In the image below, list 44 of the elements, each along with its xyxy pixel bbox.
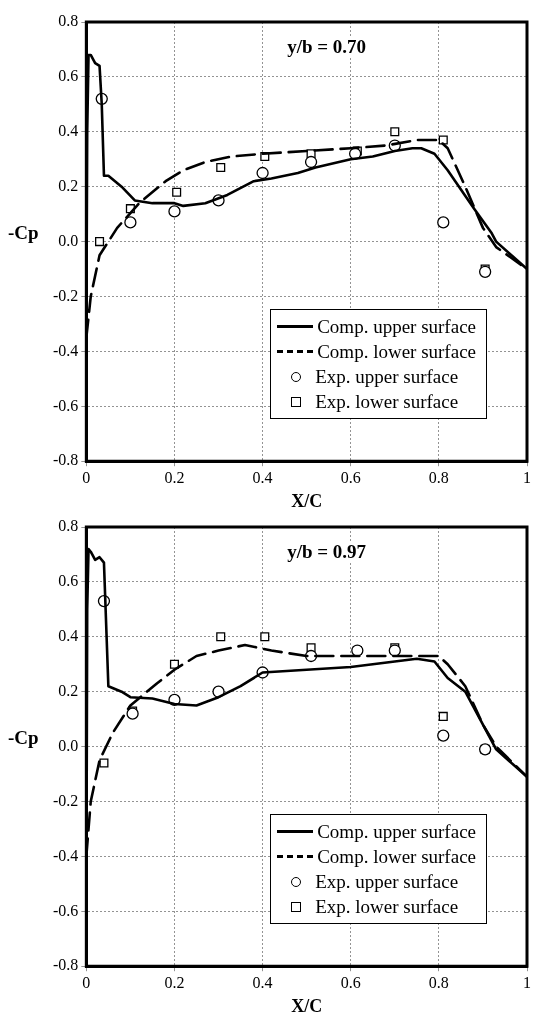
x-tick-label: 1 xyxy=(523,974,531,991)
y-axis-title: -Cp xyxy=(8,726,39,749)
y-tick-label: 0.6 xyxy=(58,67,79,85)
y-tick-label: -0.6 xyxy=(53,901,79,919)
y-tick-label: -0.8 xyxy=(53,451,79,469)
legend-label: Comp. upper surface xyxy=(317,820,476,845)
y-tick-label: 0.0 xyxy=(58,736,79,754)
y-tick-label: 0.2 xyxy=(58,681,79,699)
x-tick-label: 0.8 xyxy=(428,974,449,991)
y-tick-label: -0.2 xyxy=(53,791,79,809)
x-tick-label: 0 xyxy=(82,974,91,991)
legend-label: Exp. upper surface xyxy=(315,365,459,390)
x-tick-label: 0.8 xyxy=(428,469,449,486)
legend-label: Comp. lower surface xyxy=(317,340,476,365)
y-tick-label: 0.8 xyxy=(58,12,79,30)
legend-label: Comp. upper surface xyxy=(317,315,476,340)
legend-label: Exp. lower surface xyxy=(315,895,459,920)
text: y/b = 0.97 xyxy=(281,541,373,563)
y-tick-label: 0.8 xyxy=(58,517,79,535)
y-tick-label: 0.0 xyxy=(58,231,79,249)
x-axis-title: X/C xyxy=(291,995,323,1016)
y-tick-label: -0.8 xyxy=(53,956,79,974)
x-tick-label: 0 xyxy=(82,469,91,486)
x-tick-label: 0.4 xyxy=(252,469,273,486)
x-tick-label: 0.2 xyxy=(164,974,185,991)
text: y/b = 0.70 xyxy=(281,36,373,58)
y-tick-label: -0.6 xyxy=(53,396,79,414)
y-tick-label: 0.4 xyxy=(58,627,79,644)
y-tick-label: 0.6 xyxy=(58,572,79,590)
x-tick-label: 0.2 xyxy=(164,469,185,486)
x-tick-label: 0.4 xyxy=(252,974,273,991)
legend-label: Comp. lower surface xyxy=(317,845,476,870)
y-tick-label: -0.2 xyxy=(53,286,79,304)
y-axis-title: -Cp xyxy=(8,221,39,244)
x-tick-label: 0.6 xyxy=(340,974,361,991)
x-tick-label: 0.6 xyxy=(340,469,361,486)
x-axis-title: X/C xyxy=(291,490,323,511)
x-tick-label: 1 xyxy=(523,469,531,486)
y-tick-label: -0.4 xyxy=(53,341,79,359)
legend-label: Exp. lower surface xyxy=(315,390,459,415)
y-tick-label: 0.4 xyxy=(58,122,79,139)
y-tick-label: 0.2 xyxy=(58,176,79,194)
legend-label: Exp. upper surface xyxy=(315,870,459,895)
y-tick-label: -0.4 xyxy=(53,846,79,864)
